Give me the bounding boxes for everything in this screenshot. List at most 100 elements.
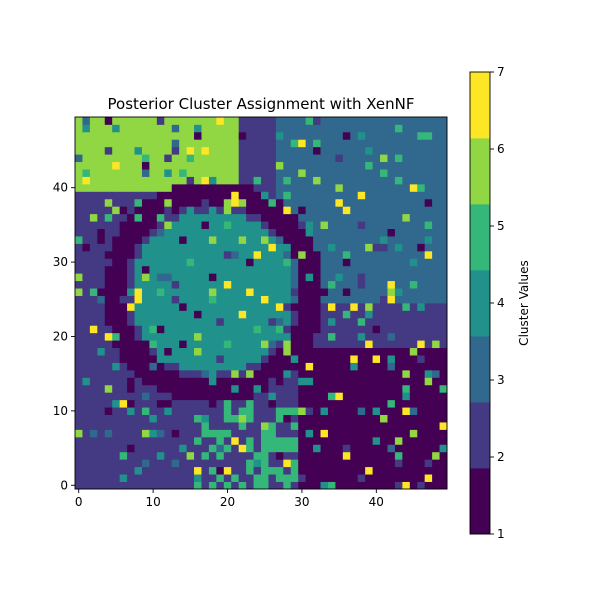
- heatmap-cell: [231, 213, 240, 222]
- heatmap-cell: [104, 317, 113, 326]
- heatmap-cell: [439, 303, 448, 311]
- heatmap-cell: [141, 280, 150, 289]
- heatmap-cell: [186, 124, 195, 133]
- heatmap-cell: [283, 161, 292, 170]
- heatmap-cell: [275, 429, 284, 438]
- heatmap-cell: [424, 169, 433, 177]
- heatmap-cell: [298, 429, 307, 438]
- heatmap-cell: [394, 176, 403, 185]
- heatmap-cell: [342, 154, 351, 163]
- heatmap-cell: [104, 310, 113, 319]
- heatmap-cell: [283, 369, 292, 378]
- heatmap-cell: [275, 154, 284, 163]
- heatmap-cell: [402, 228, 411, 237]
- heatmap-cell: [201, 154, 210, 163]
- heatmap-cell: [186, 206, 195, 215]
- heatmap-cell: [246, 295, 254, 304]
- x-axis: 0 10 20 30 40: [75, 489, 384, 509]
- heatmap-cell: [424, 429, 433, 438]
- heatmap-cell: [342, 250, 351, 259]
- heatmap-cell: [223, 273, 232, 282]
- heatmap-cell: [97, 206, 106, 215]
- heatmap-cell: [186, 444, 195, 453]
- heatmap-cell: [171, 213, 180, 222]
- heatmap-cell: [261, 288, 269, 296]
- heatmap-cell: [194, 146, 202, 155]
- heatmap-cell: [327, 161, 336, 170]
- heatmap-cell: [119, 422, 128, 430]
- heatmap-cell: [268, 303, 277, 311]
- heatmap-cell: [208, 466, 217, 475]
- heatmap-cell: [342, 124, 351, 133]
- heatmap-cell: [298, 280, 307, 289]
- heatmap-cell: [75, 399, 83, 408]
- heatmap-cell: [156, 221, 165, 229]
- heatmap-cell: [439, 250, 448, 259]
- heatmap-cell: [335, 414, 344, 423]
- heatmap-cell: [275, 369, 284, 378]
- heatmap-cell: [112, 466, 121, 475]
- heatmap-cell: [112, 303, 121, 311]
- heatmap-cell: [75, 139, 83, 148]
- heatmap-cell: [305, 481, 314, 490]
- heatmap-cell: [335, 183, 344, 192]
- heatmap-cell: [313, 340, 321, 349]
- heatmap-cell: [372, 399, 381, 408]
- heatmap-cell: [231, 139, 240, 148]
- heatmap-cell: [156, 369, 165, 378]
- heatmap-cell: [82, 407, 91, 415]
- heatmap-cell: [342, 265, 351, 274]
- heatmap-cell: [402, 213, 411, 222]
- heatmap-cell: [320, 295, 329, 304]
- heatmap-cell: [305, 124, 314, 133]
- heatmap-cell: [320, 340, 329, 349]
- heatmap-cell: [223, 481, 232, 490]
- heatmap-cell: [305, 414, 314, 423]
- heatmap-cell: [179, 451, 187, 460]
- heatmap-cell: [164, 422, 173, 430]
- heatmap-cell: [432, 399, 440, 408]
- heatmap-cell: [417, 288, 426, 296]
- heatmap-cell: [127, 303, 135, 311]
- heatmap-cell: [424, 459, 433, 468]
- heatmap-cell: [372, 451, 381, 460]
- heatmap-cell: [417, 154, 426, 163]
- heatmap-cell: [327, 250, 336, 259]
- heatmap-cell: [223, 325, 232, 334]
- heatmap-cell: [238, 436, 247, 445]
- heatmap-cell: [89, 317, 98, 326]
- heatmap-cell: [164, 176, 173, 185]
- heatmap-cell: [149, 392, 158, 401]
- heatmap-cell: [164, 206, 173, 215]
- heatmap-cell: [365, 303, 373, 311]
- heatmap-cell: [275, 124, 284, 133]
- heatmap-cell: [261, 198, 269, 207]
- heatmap-cell: [201, 139, 210, 148]
- heatmap-cell: [409, 139, 418, 148]
- heatmap-cell: [89, 176, 98, 185]
- heatmap-cell: [119, 176, 128, 185]
- heatmap-cell: [246, 459, 254, 468]
- heatmap-cell: [432, 295, 440, 304]
- heatmap-cell: [350, 422, 359, 430]
- heatmap-cell: [275, 377, 284, 386]
- heatmap-cell: [357, 429, 366, 438]
- heatmap-cell: [223, 429, 232, 438]
- heatmap-cell: [409, 154, 418, 163]
- heatmap-cell: [313, 347, 321, 356]
- heatmap-cell: [283, 146, 292, 155]
- heatmap-cell: [365, 183, 373, 192]
- heatmap-cell: [409, 384, 418, 393]
- heatmap-cell: [134, 139, 143, 148]
- heatmap-cell: [223, 154, 232, 163]
- heatmap-cell: [127, 384, 135, 393]
- heatmap-cell: [134, 325, 143, 334]
- heatmap-cell: [268, 183, 277, 192]
- heatmap-cell: [149, 198, 158, 207]
- heatmap-cell: [261, 273, 269, 282]
- heatmap-cell: [89, 258, 98, 267]
- heatmap-cell: [424, 250, 433, 259]
- heatmap-cell: [97, 139, 106, 148]
- heatmap-cell: [342, 280, 351, 289]
- heatmap-cell: [305, 459, 314, 468]
